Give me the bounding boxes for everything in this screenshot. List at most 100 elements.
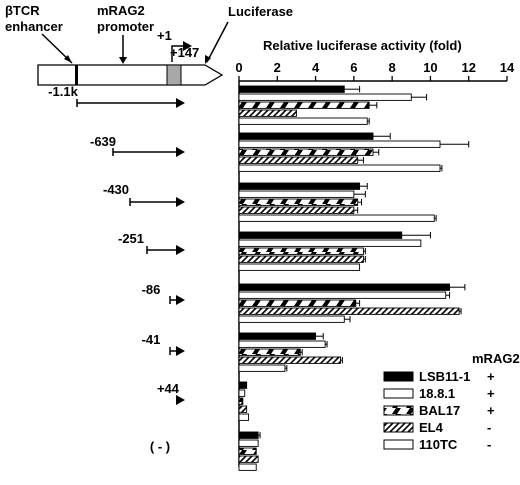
bar <box>238 255 364 263</box>
bar <box>238 263 361 271</box>
bar <box>238 332 317 340</box>
legend-swatch <box>383 439 414 450</box>
chart-title: Relative luciferase activity (fold) <box>263 38 462 53</box>
bar-groups <box>238 85 470 471</box>
bar <box>238 356 341 364</box>
bar <box>238 389 246 397</box>
x-tick-label: 14 <box>500 60 515 75</box>
bar <box>238 190 355 198</box>
bar <box>238 340 326 348</box>
construct-arrowhead <box>176 395 185 405</box>
bar <box>238 117 368 125</box>
bar <box>238 247 364 255</box>
tss-arrow <box>171 45 185 62</box>
construct-label: ( - ) <box>150 439 170 454</box>
legend-swatch <box>383 371 414 382</box>
construct-end-label: +147 <box>170 45 199 60</box>
bar <box>238 148 374 156</box>
x-tick-label: 6 <box>350 60 357 75</box>
bar <box>238 405 248 413</box>
bar <box>238 315 345 323</box>
construct-label: -1.1k <box>48 84 78 99</box>
tss-arrow-head <box>183 41 192 51</box>
promoter-exon-box <box>166 64 182 86</box>
luciferase-pointer <box>206 21 229 63</box>
bar <box>238 132 374 140</box>
tss-label: +1 <box>157 28 172 43</box>
construct-arrowhead <box>176 346 185 356</box>
construct-arrowhead <box>176 295 185 305</box>
bar <box>238 101 370 109</box>
bar <box>238 164 441 172</box>
construct-label: -86 <box>142 282 161 297</box>
bar-group <box>238 85 428 125</box>
bar-group <box>238 182 437 222</box>
bar <box>238 291 447 299</box>
construct-arrowhead <box>176 197 185 207</box>
bar <box>238 206 355 214</box>
legend-swatch <box>383 422 414 433</box>
legend-swatch <box>383 405 414 416</box>
bar <box>238 182 361 190</box>
legend-sign: + <box>487 403 495 418</box>
bar <box>238 397 244 405</box>
bar-group <box>238 381 250 421</box>
legend-sign: + <box>487 369 495 384</box>
bar <box>238 431 259 439</box>
construct-arrowhead <box>176 245 185 255</box>
bar <box>238 447 257 455</box>
x-tick-label: 0 <box>235 60 242 75</box>
promoter-pointer-head <box>119 57 127 64</box>
bar <box>238 93 412 101</box>
bar-group <box>238 231 431 271</box>
bar-group <box>238 332 343 372</box>
construct-label: -639 <box>90 134 116 149</box>
bar-group <box>238 283 466 323</box>
bar <box>238 198 359 206</box>
bar <box>238 109 297 117</box>
deletion-constructs: -1.1k -639 -430 -251 -86 -41 +44 ( - ) <box>48 84 185 454</box>
construct-label: -430 <box>103 182 129 197</box>
bar <box>238 463 257 471</box>
bar <box>238 364 286 372</box>
bar <box>238 140 441 148</box>
bar <box>238 381 248 389</box>
enhancer-label: βTCR enhancer <box>5 3 63 34</box>
bar <box>238 214 435 222</box>
bar <box>238 283 451 291</box>
luciferase-pointer-head <box>205 55 211 64</box>
legend-swatch <box>383 388 414 399</box>
construct-arrowhead <box>176 147 185 157</box>
x-tick-label: 12 <box>461 60 475 75</box>
bar-group <box>238 132 470 172</box>
bar <box>238 455 259 463</box>
legend-entry-label: 110TC <box>419 437 458 452</box>
x-tick-label: 4 <box>312 60 320 75</box>
x-tick-label: 10 <box>423 60 437 75</box>
legend-entry-label: BAL17 <box>419 403 460 418</box>
legend-entry-label: 18.8.1 <box>419 386 455 401</box>
construct-label: -41 <box>142 332 161 347</box>
luciferase-label: Luciferase <box>228 4 293 19</box>
x-tick-label: 2 <box>274 60 281 75</box>
bar <box>238 85 345 93</box>
legend-header: mRAG2 <box>472 351 520 366</box>
legend-sign: + <box>487 386 495 401</box>
bar <box>238 156 359 164</box>
bar <box>238 299 357 307</box>
legend-entry-label: EL4 <box>419 420 444 435</box>
enhancer-pointer-head <box>64 55 72 63</box>
construct-diagram: βTCR enhancer mRAG2 promoter Luciferase +1… <box>5 3 293 86</box>
legend-entry-label: LSB11-1 <box>419 369 470 384</box>
bar <box>238 231 403 239</box>
enhancer-block <box>75 65 78 85</box>
bar <box>238 413 250 421</box>
bar-group <box>238 431 261 471</box>
legend-sign: - <box>487 420 491 435</box>
x-tick-label: 8 <box>389 60 396 75</box>
construct-backbone <box>37 64 224 86</box>
construct-label: +44 <box>157 381 180 396</box>
bar <box>238 348 301 356</box>
